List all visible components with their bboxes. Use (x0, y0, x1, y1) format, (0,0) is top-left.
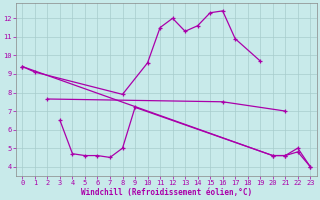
X-axis label: Windchill (Refroidissement éolien,°C): Windchill (Refroidissement éolien,°C) (81, 188, 252, 197)
